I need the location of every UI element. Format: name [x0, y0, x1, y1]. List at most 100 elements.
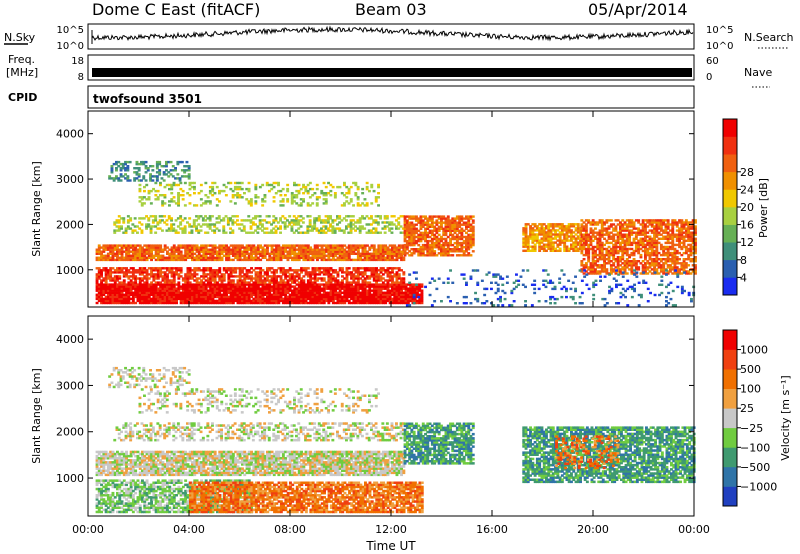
data-cell — [272, 289, 276, 292]
data-cell — [110, 171, 114, 174]
data-cell — [419, 233, 423, 237]
data-cell — [395, 297, 399, 301]
data-cell — [141, 267, 144, 270]
data-cell — [397, 254, 401, 257]
data-cell — [315, 204, 319, 207]
data-cell — [430, 225, 434, 228]
data-cell — [193, 185, 196, 189]
data-cell — [95, 275, 99, 278]
data-cell — [540, 233, 544, 236]
data-cell — [381, 254, 385, 257]
data-cell — [322, 273, 326, 276]
data-cell — [366, 293, 369, 296]
data-cell — [354, 248, 358, 251]
data-cell — [279, 271, 283, 274]
data-cell — [268, 285, 272, 288]
data-cell — [370, 295, 374, 299]
data-cell — [376, 223, 380, 226]
data-cell — [460, 250, 464, 253]
data-cell — [372, 299, 376, 303]
data-cell — [365, 202, 369, 205]
data-cell — [308, 181, 312, 185]
data-cell — [208, 217, 212, 220]
data-cell — [381, 295, 385, 299]
data-cell — [350, 281, 353, 284]
data-cell — [449, 229, 452, 232]
data-cell — [576, 231, 580, 234]
data-cell — [216, 246, 219, 249]
data-cell — [309, 291, 313, 294]
data-cell — [245, 293, 249, 296]
data-cell — [316, 277, 319, 280]
data-cell — [397, 291, 401, 294]
data-cell — [202, 295, 206, 299]
data-cell — [175, 291, 178, 294]
data-cell — [110, 169, 114, 172]
data-cell — [238, 291, 242, 294]
data-cell — [183, 169, 187, 172]
data-cell — [254, 254, 258, 257]
data-cell — [300, 246, 303, 249]
data-cell — [102, 285, 106, 288]
data-cell — [403, 237, 407, 241]
data-cell — [127, 297, 131, 301]
data-cell — [134, 295, 138, 299]
data-cell — [428, 243, 432, 247]
data-cell — [524, 249, 528, 252]
data-cell — [465, 235, 468, 239]
data-cell — [451, 248, 455, 251]
data-cell — [252, 283, 256, 286]
data-cell — [288, 295, 292, 299]
data-cell — [166, 301, 169, 305]
data-cell — [391, 271, 394, 274]
data-cell — [433, 221, 437, 224]
data-cell — [297, 215, 301, 218]
data-cell — [542, 233, 546, 236]
data-cell — [241, 250, 244, 253]
data-cell — [229, 269, 233, 272]
data-cell — [293, 295, 297, 299]
data-cell — [141, 254, 144, 257]
data-cell — [209, 285, 213, 288]
data-cell — [471, 233, 475, 237]
data-cell — [152, 295, 156, 299]
data-cell — [551, 223, 555, 226]
data-cell — [224, 185, 228, 189]
data-cell — [540, 223, 544, 226]
data-cell — [361, 289, 365, 292]
data-cell — [208, 227, 212, 230]
data-cell — [220, 289, 224, 292]
data-cell — [197, 291, 201, 294]
data-cell — [281, 267, 285, 270]
data-cell — [134, 301, 138, 305]
data-cell — [238, 185, 242, 189]
data-cell — [572, 241, 576, 244]
data-cell — [435, 241, 439, 245]
data-cell — [266, 283, 269, 286]
data-cell — [140, 160, 143, 164]
data-cell — [277, 287, 281, 290]
data-cell — [318, 244, 322, 247]
data-cell — [347, 299, 351, 303]
data-cell — [524, 237, 528, 240]
data-cell — [274, 225, 278, 228]
data-cell — [202, 297, 206, 301]
data-cell — [299, 225, 303, 228]
data-cell — [462, 254, 466, 257]
data-cell — [582, 221, 586, 224]
data-cell — [291, 273, 294, 276]
data-cell — [120, 258, 124, 262]
data-cell — [594, 256, 597, 259]
data-cell — [404, 291, 408, 294]
data-cell — [446, 252, 450, 255]
data-cell — [345, 283, 349, 286]
data-cell — [179, 254, 183, 257]
data-cell — [143, 250, 147, 253]
data-cell — [175, 267, 178, 270]
data-cell — [122, 295, 126, 299]
data-cell — [216, 295, 219, 299]
data-cell — [159, 293, 163, 296]
data-cell — [106, 277, 110, 280]
data-cell — [467, 217, 471, 220]
data-cell — [281, 187, 285, 191]
